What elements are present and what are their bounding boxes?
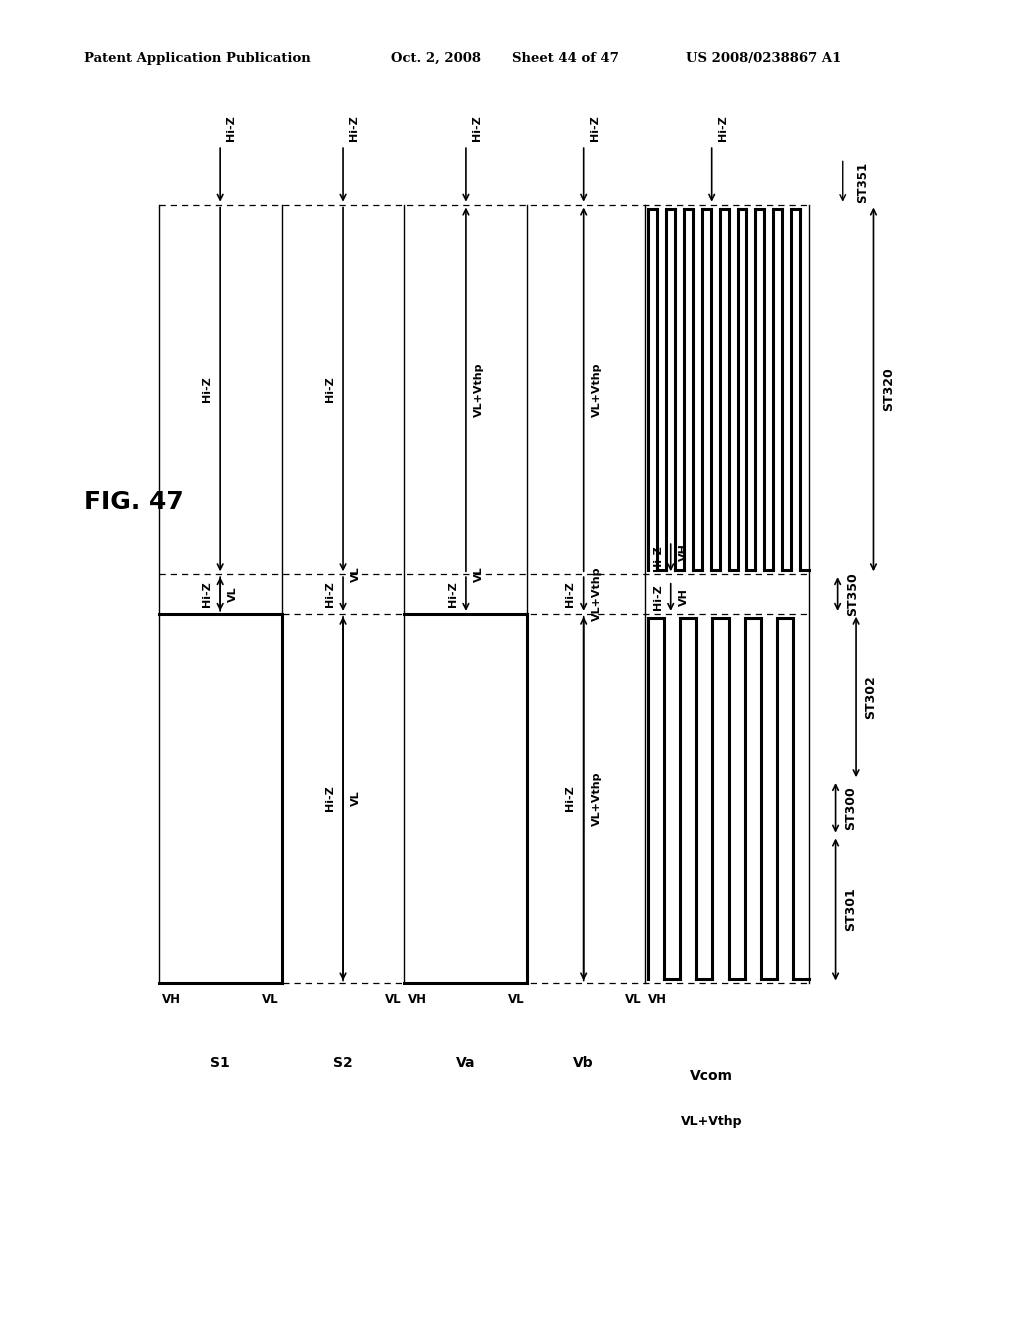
Text: ST301: ST301 <box>844 887 857 932</box>
Text: Hi-Z: Hi-Z <box>202 376 212 403</box>
Text: VL: VL <box>262 993 279 1006</box>
Text: ST300: ST300 <box>844 785 857 830</box>
Text: VL: VL <box>385 993 401 1006</box>
Text: ST302: ST302 <box>864 675 878 719</box>
Text: Hi-Z: Hi-Z <box>652 585 663 610</box>
Text: VL+Vthp: VL+Vthp <box>681 1115 742 1129</box>
Text: Hi-Z: Hi-Z <box>590 115 600 141</box>
Text: Hi-Z: Hi-Z <box>565 785 575 812</box>
Text: VL: VL <box>626 993 642 1006</box>
Text: VH: VH <box>679 589 689 606</box>
Text: ST351: ST351 <box>856 161 869 203</box>
Text: Oct. 2, 2008: Oct. 2, 2008 <box>391 51 481 65</box>
Text: Hi-Z: Hi-Z <box>652 545 663 570</box>
Text: ST320: ST320 <box>882 367 895 412</box>
Text: S2: S2 <box>333 1056 353 1071</box>
Text: VL: VL <box>351 566 361 582</box>
Text: Hi-Z: Hi-Z <box>349 115 359 141</box>
Text: Hi-Z: Hi-Z <box>325 785 335 812</box>
Text: VH: VH <box>162 993 181 1006</box>
Text: US 2008/0238867 A1: US 2008/0238867 A1 <box>686 51 842 65</box>
Text: Hi-Z: Hi-Z <box>202 581 212 607</box>
Text: Hi-Z: Hi-Z <box>447 581 458 607</box>
Text: VL+Vthp: VL+Vthp <box>592 771 602 826</box>
Text: VH: VH <box>648 993 668 1006</box>
Text: VL: VL <box>474 566 484 582</box>
Text: Vcom: Vcom <box>690 1069 733 1084</box>
Text: VL: VL <box>351 791 361 807</box>
Text: Hi-Z: Hi-Z <box>325 376 335 403</box>
Text: Patent Application Publication: Patent Application Publication <box>84 51 310 65</box>
Text: Vb: Vb <box>573 1056 594 1071</box>
Text: Hi-Z: Hi-Z <box>472 115 482 141</box>
Text: VL: VL <box>508 993 524 1006</box>
Text: Hi-Z: Hi-Z <box>565 581 575 607</box>
Text: S1: S1 <box>210 1056 230 1071</box>
Text: VL+Vthp: VL+Vthp <box>592 566 602 622</box>
Text: ST350: ST350 <box>846 572 859 616</box>
Text: VH: VH <box>408 993 427 1006</box>
Text: Hi-Z: Hi-Z <box>325 581 335 607</box>
Text: Va: Va <box>456 1056 476 1071</box>
Text: FIG. 47: FIG. 47 <box>84 490 183 513</box>
Text: VL+Vthp: VL+Vthp <box>592 362 602 417</box>
Text: VH: VH <box>679 543 689 561</box>
Text: VL: VL <box>228 586 239 602</box>
Text: Sheet 44 of 47: Sheet 44 of 47 <box>512 51 618 65</box>
Text: VL+Vthp: VL+Vthp <box>474 362 484 417</box>
Text: Hi-Z: Hi-Z <box>226 115 237 141</box>
Text: Hi-Z: Hi-Z <box>718 115 728 141</box>
